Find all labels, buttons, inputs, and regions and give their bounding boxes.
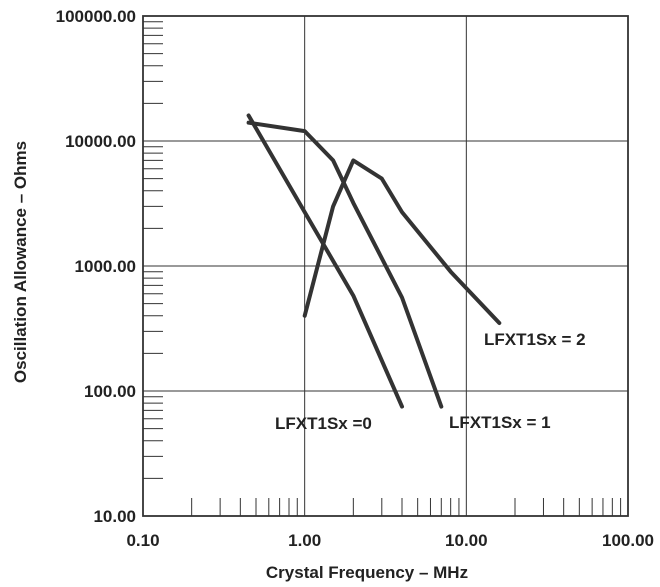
y-tick-label: 1000.00 (75, 257, 136, 276)
minor-ticks (143, 21, 622, 516)
y-tick-label: 100.00 (84, 382, 136, 401)
x-tick-label: 0.10 (126, 531, 159, 550)
series-label: LFXT1Sx =0 (275, 414, 372, 433)
series-label: LFXT1Sx = 1 (449, 413, 551, 432)
x-axis-label: Crystal Frequency – MHz (266, 563, 468, 582)
y-tick-label: 10000.00 (65, 132, 136, 151)
series-label: LFXT1Sx = 2 (484, 330, 586, 349)
series-line (302, 158, 502, 325)
x-tick-label: 10.00 (445, 531, 488, 550)
y-axis-label: Oscillation Allowance – Ohms (11, 141, 30, 383)
series-labels: LFXT1Sx =0 LFXT1Sx = 1 LFXT1Sx = 2 (275, 330, 586, 433)
y-tick-label: 10.00 (93, 507, 136, 526)
y-tick-label: 100000.00 (56, 7, 136, 26)
plot-frame (142, 15, 629, 517)
y-tick-labels: 10.00 100.00 1000.00 10000.00 100000.00 (56, 7, 136, 526)
x-tick-label: 1.00 (288, 531, 321, 550)
x-tick-label: 100.00 (602, 531, 654, 550)
x-tick-labels: 0.10 1.00 10.00 100.00 (126, 531, 654, 550)
series-line (246, 113, 404, 409)
series-lines (246, 113, 502, 409)
